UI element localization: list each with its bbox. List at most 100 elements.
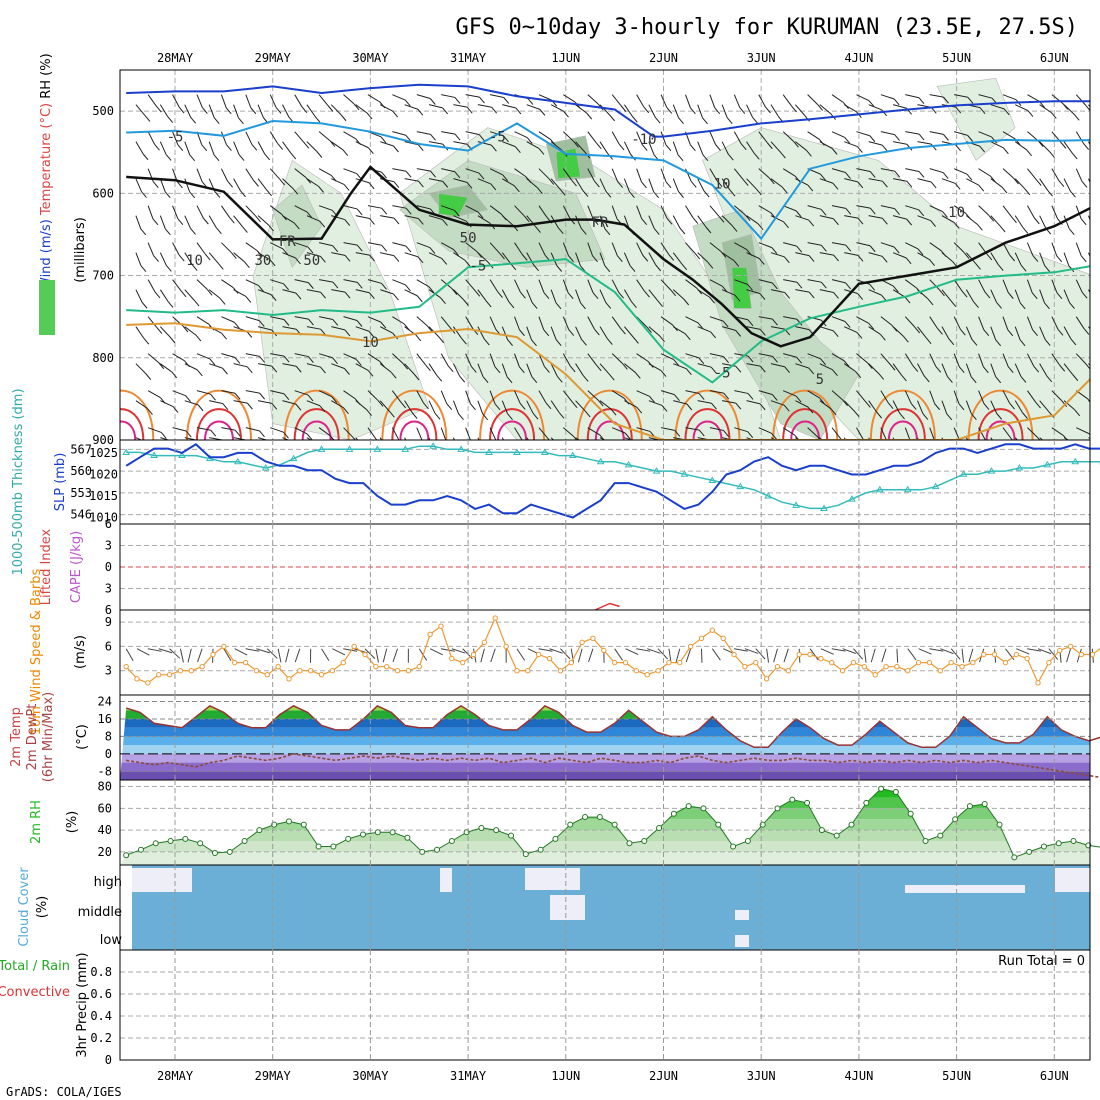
wind-barb (648, 104, 656, 118)
wind-barb-flag (710, 331, 717, 339)
wind-barb (1002, 390, 1010, 404)
wind-barb-flag (772, 356, 778, 363)
wind-barb (220, 94, 227, 108)
thickness-marker (652, 467, 661, 474)
wind-barb (453, 178, 468, 183)
wind-barb-flag (355, 359, 362, 366)
wind-barb-flag (356, 244, 363, 252)
x-label-top: 6JUN (1040, 51, 1069, 65)
wind-barb (782, 427, 796, 436)
wind-barb (758, 353, 773, 357)
wind-barb (856, 316, 869, 324)
wind-barb (831, 131, 845, 138)
wind-barb-flag (352, 437, 356, 440)
thickness-marker (792, 501, 800, 508)
wind-barb (856, 168, 871, 172)
wind-barb-flag (845, 244, 852, 252)
wind-barb-flag (960, 441, 965, 447)
wind-barb-flag (369, 254, 375, 262)
thickness-tick: 553 (70, 486, 92, 500)
wind-barb (452, 400, 459, 414)
wind-barb (978, 316, 985, 330)
wind-barb (819, 289, 834, 293)
wind-barb-flag (508, 301, 515, 309)
wind-barb (147, 242, 155, 256)
wind-barb-flag (881, 144, 888, 152)
wind-barb (685, 205, 694, 218)
wind-barb-flag (441, 258, 448, 265)
wind-barb (1051, 168, 1060, 181)
wind-barb-flag (1047, 189, 1053, 197)
wind-barb-10m (451, 648, 466, 654)
wind-barb-flag (855, 371, 862, 378)
dewpoint-line (126, 752, 1100, 779)
wind-barb-10m (625, 648, 639, 656)
thickness-marker (122, 448, 131, 455)
wind-barb-flag (483, 338, 490, 346)
wind-barb (233, 178, 241, 192)
wind-speed-point (948, 659, 954, 666)
wind-barb (282, 326, 297, 330)
wind-barb-10m (1016, 648, 1030, 655)
wind-barb (856, 94, 870, 102)
wind-barb (917, 178, 932, 183)
wind-barb (734, 353, 749, 357)
wind-barb (404, 252, 419, 258)
temp-tick: 16 (98, 712, 112, 726)
wind-barb (233, 104, 239, 118)
wind-barb-flag (1093, 229, 1098, 235)
thickness-tick: 567 (70, 442, 92, 456)
wind-barb-10m (773, 648, 778, 663)
contour-label: 10 (714, 176, 731, 192)
wind-barb-flag (197, 404, 204, 412)
wind-barb-flag (1020, 376, 1027, 383)
wind-barb-flag (234, 429, 241, 437)
wind-barb-flag (830, 408, 837, 416)
wind-barb (599, 104, 610, 116)
wind-barb (221, 242, 232, 253)
cloud-gap (525, 868, 580, 890)
wind-barb (1051, 279, 1058, 293)
wind-barb (599, 178, 607, 192)
wind-barb-flag (679, 227, 686, 235)
wind-barb (648, 326, 660, 337)
wind-barb-flag (523, 215, 530, 223)
rh-band (120, 851, 1090, 865)
wind-barb (270, 427, 284, 433)
wind-barb-flag (820, 209, 827, 216)
wind-barb (685, 279, 697, 289)
isotherm-warm (869, 389, 936, 440)
wind-speed-point (340, 659, 346, 666)
wind-barb (428, 363, 438, 376)
wind-barb (575, 178, 584, 191)
wind-barb-flag (140, 265, 147, 273)
wind-barb (245, 242, 258, 252)
wind-barb-flag (316, 151, 323, 158)
wind-speed-point (383, 663, 390, 670)
wind-barb (196, 168, 203, 182)
isotherm-line (126, 165, 1090, 348)
wind-barb (562, 205, 571, 219)
wind-barb-flag (759, 329, 766, 336)
wind-barb (343, 427, 354, 439)
wind-barb-flag (1035, 401, 1041, 409)
panel-frame (119, 949, 1091, 1061)
wind-barb (501, 252, 512, 265)
wind-barb (172, 427, 187, 432)
wind-barb (1088, 252, 1090, 258)
wind-barb-flag (744, 214, 751, 221)
wind-barb-flag (832, 182, 839, 190)
wind-barb-flag (332, 357, 338, 365)
wind-barb (1063, 178, 1071, 192)
wind-barb-flag (705, 226, 712, 234)
wind-barb-flag (428, 286, 435, 294)
wind-barb (965, 326, 973, 340)
wind-barb (1075, 279, 1083, 293)
wind-barb (697, 400, 712, 404)
wind-barb (172, 94, 180, 108)
wind-speed-point (720, 635, 726, 642)
wind-barb-10m (538, 648, 553, 652)
isotherm-warm (203, 420, 234, 440)
wind-barb-flag (507, 413, 513, 420)
wind-barb-flag (454, 171, 461, 179)
